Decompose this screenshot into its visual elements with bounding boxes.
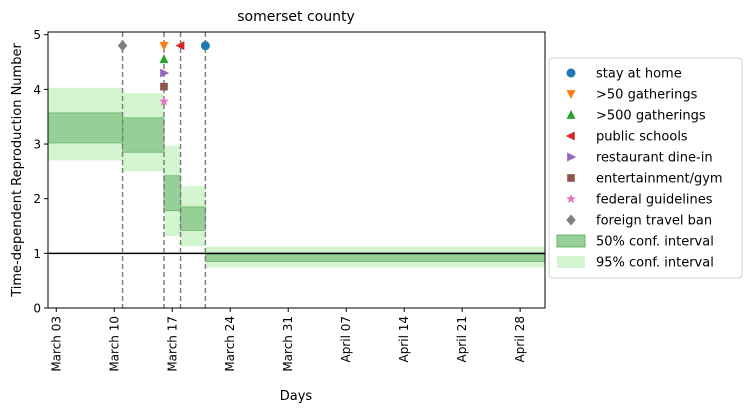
y-tick-label: 5: [33, 28, 41, 42]
x-axis: March 03 March 10 March 17 March 24 March 31…: [49, 308, 527, 372]
x-tick-label: March 17: [165, 316, 179, 372]
legend-marker: [566, 68, 576, 78]
x-tick-label: April 07: [339, 316, 353, 363]
legend-label: stay at home: [596, 67, 682, 82]
legend-label: entertainment/gym: [596, 172, 723, 187]
y-tick-label: 0: [33, 302, 41, 316]
legend-label: >500 gatherings: [596, 109, 706, 124]
x-tick-label: April 28: [513, 316, 527, 363]
intervention-marker: [175, 41, 185, 51]
intervention-marker: [160, 82, 168, 91]
intervention-marker: [159, 41, 169, 51]
plot-area: [47, 31, 546, 309]
ci50-band: [163, 175, 181, 212]
legend-label: restaurant dine-in: [596, 151, 713, 166]
legend-label: 95% conf. interval: [596, 256, 714, 271]
intervention-marker: [200, 41, 210, 51]
intervention-marker: [159, 96, 169, 106]
x-tick-label: April 21: [455, 316, 469, 363]
legend-marker: [566, 90, 576, 100]
legend-marker: [566, 109, 576, 119]
legend-marker: [566, 214, 576, 226]
y-tick-label: 1: [33, 247, 41, 261]
intervention-marker: [117, 40, 128, 52]
legend-label: foreign travel ban: [596, 214, 712, 229]
legend-frame: [548, 57, 743, 279]
ci50-band: [47, 112, 123, 144]
legend-marker: [565, 131, 575, 141]
ci50-band: [122, 117, 165, 153]
x-tick-label: March 24: [223, 316, 237, 372]
x-axis-label: Days: [280, 389, 313, 404]
legend-swatch-95: [557, 256, 585, 268]
y-tick-label: 3: [33, 138, 41, 152]
legend-label: 50% conf. interval: [596, 235, 714, 250]
y-tick-label: 2: [33, 192, 41, 206]
legend-label: >50 gatherings: [596, 88, 698, 103]
legend: stay at home >50 gatherings >500 gathering…: [548, 57, 743, 279]
x-tick-label: April 14: [397, 316, 411, 363]
intervention-marker: [159, 54, 169, 64]
ci50-band: [180, 206, 206, 231]
legend-marker: [567, 174, 575, 182]
legend-swatch-50: [556, 234, 586, 248]
legend-marker: [567, 152, 577, 162]
x-tick-label: March 10: [107, 316, 121, 372]
y-axis: 0 1 2 3 4 5: [33, 28, 48, 316]
x-tick-label: March 03: [49, 316, 63, 372]
y-tick-label: 4: [33, 83, 41, 97]
legend-marker: [566, 193, 576, 204]
ci50-band: [204, 254, 546, 262]
legend-label: federal guidelines: [596, 193, 713, 208]
y-axis-label: Time-dependent Reproduction Number: [10, 43, 25, 298]
x-tick-label: March 31: [281, 316, 295, 372]
legend-label: public schools: [596, 130, 688, 145]
chart-title: somerset county: [237, 9, 355, 25]
plot-frame: [47, 31, 546, 309]
intervention-marker: [160, 68, 170, 78]
